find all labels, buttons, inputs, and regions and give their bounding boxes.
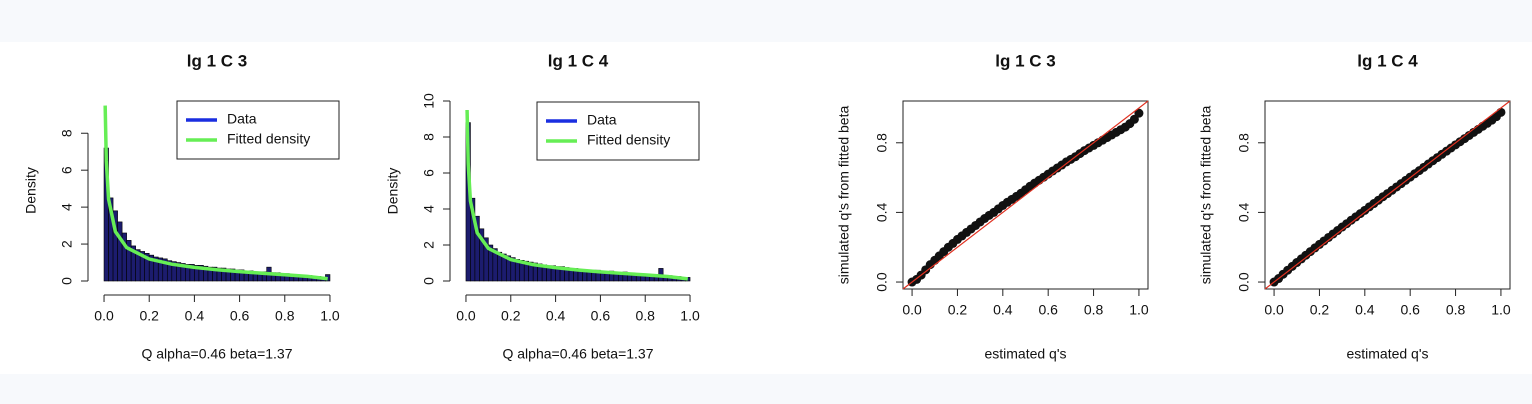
x-tick-label: 1.0 xyxy=(320,308,340,324)
x-tick-label: 0.6 xyxy=(230,308,250,324)
x-tick-label: 0.2 xyxy=(139,308,159,324)
x-tick-label: 0.0 xyxy=(94,308,114,324)
x-tick-label: 0.0 xyxy=(456,308,476,324)
y-tick-label: 4 xyxy=(59,203,75,211)
y-tick-label: 0.4 xyxy=(1236,202,1252,222)
x-tick-label: 0.2 xyxy=(948,302,968,318)
y-tick-label: 0 xyxy=(59,277,75,285)
x-tick-label: 0.4 xyxy=(185,308,205,324)
x-tick-label: 0.0 xyxy=(902,302,922,318)
chart-title: lg 1 C 4 xyxy=(1357,51,1418,70)
x-tick-label: 0.8 xyxy=(275,308,295,324)
x-tick-label: 0.8 xyxy=(1084,302,1104,318)
bar xyxy=(117,221,123,282)
y-axis-label: simulated q's from fitted beta xyxy=(1198,106,1214,285)
density-line xyxy=(465,109,688,281)
legend-label: Data xyxy=(587,112,617,128)
y-tick-label: 8 xyxy=(59,129,75,137)
y-axis-label: Density xyxy=(23,167,39,214)
x-tick-label: 0.4 xyxy=(993,302,1013,318)
x-tick-label: 0.2 xyxy=(501,308,521,324)
x-tick-label: 0.2 xyxy=(1310,302,1330,318)
plot-background xyxy=(0,42,1532,374)
reference-line xyxy=(902,100,1149,290)
x-axis-label: estimated q's xyxy=(984,346,1066,362)
y-axis-label: Density xyxy=(385,168,401,215)
legend: Data Fitted density xyxy=(536,101,700,161)
plot-box xyxy=(902,100,1149,290)
x-axis-label: Q alpha=0.46 beta=1.37 xyxy=(141,346,292,362)
x-tick-label: 0.8 xyxy=(635,308,655,324)
density-line xyxy=(103,105,328,281)
panel: lg 1 C 3 Q alpha=0.46 beta=1.37 Density 0.0… xyxy=(23,51,340,361)
point xyxy=(1496,107,1506,117)
legend-label: Fitted density xyxy=(587,132,670,148)
y-tick-label: 8 xyxy=(421,133,437,141)
legend-label: Data xyxy=(227,111,257,127)
x-tick-label: 0.6 xyxy=(591,308,611,324)
x-tick-label: 0.6 xyxy=(1038,302,1058,318)
chart-title: lg 1 C 3 xyxy=(995,51,1055,70)
y-tick-label: 2 xyxy=(421,241,437,249)
x-tick-label: 1.0 xyxy=(680,308,700,324)
panel: lg 1 C 3 estimated q's simulated q's from … xyxy=(836,51,1149,361)
x-axis-label: estimated q's xyxy=(1346,346,1428,362)
y-tick-label: 2 xyxy=(59,240,75,248)
point xyxy=(1134,108,1144,118)
legend-box xyxy=(176,100,340,160)
legend-box xyxy=(536,101,700,161)
chart-title: lg 1 C 3 xyxy=(187,51,247,70)
reference-line xyxy=(1264,100,1511,290)
panel: lg 1 C 4 estimated q's simulated q's from … xyxy=(1198,51,1511,361)
x-axis-label: Q alpha=0.46 beta=1.37 xyxy=(502,346,653,362)
y-tick-label: 4 xyxy=(421,205,437,213)
y-tick-label: 0.8 xyxy=(874,133,890,153)
legend-label: Fitted density xyxy=(227,131,310,147)
y-tick-label: 10 xyxy=(421,93,437,109)
y-tick-label: 0.8 xyxy=(1236,133,1252,153)
x-tick-label: 0.6 xyxy=(1400,302,1420,318)
x-tick-label: 1.0 xyxy=(1129,302,1149,318)
x-tick-label: 0.0 xyxy=(1264,302,1284,318)
y-tick-label: 0.0 xyxy=(1236,272,1252,292)
y-tick-label: 6 xyxy=(421,169,437,177)
legend: Data Fitted density xyxy=(176,100,340,160)
x-tick-label: 1.0 xyxy=(1491,302,1511,318)
x-tick-label: 0.4 xyxy=(546,308,566,324)
plot-box xyxy=(1264,100,1511,290)
chart-title: lg 1 C 4 xyxy=(548,51,609,70)
y-tick-label: 0 xyxy=(421,277,437,285)
y-tick-label: 0.4 xyxy=(874,202,890,222)
y-tick-label: 0.0 xyxy=(874,272,890,292)
y-axis-label: simulated q's from fitted beta xyxy=(836,106,852,285)
panel: lg 1 C 4 Q alpha=0.46 beta=1.37 Density 0.0… xyxy=(385,51,700,361)
x-tick-label: 0.8 xyxy=(1446,302,1466,318)
x-tick-label: 0.4 xyxy=(1355,302,1375,318)
y-tick-label: 6 xyxy=(59,166,75,174)
